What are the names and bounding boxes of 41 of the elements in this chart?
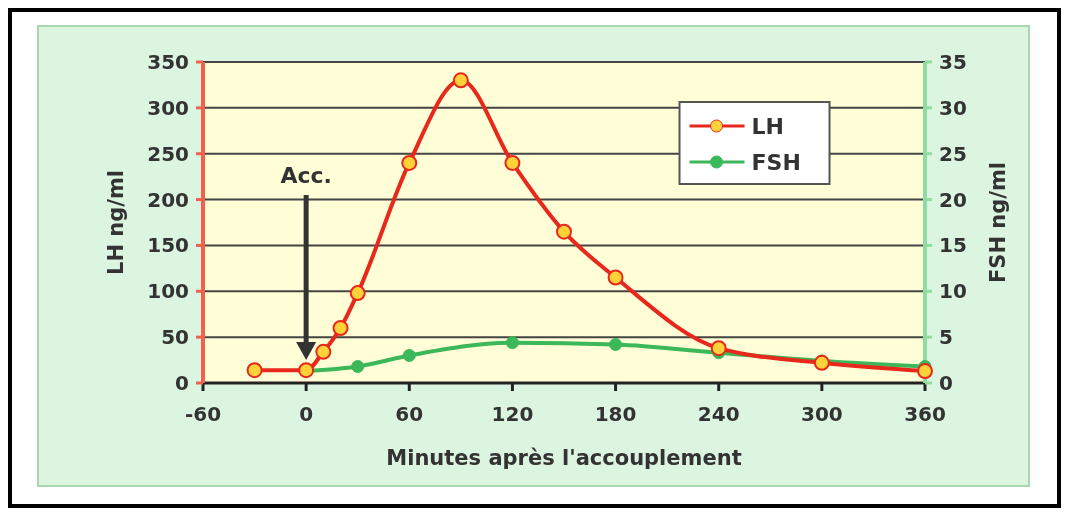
y-tick-label: 100 <box>147 279 189 304</box>
x-tick-label: 120 <box>491 402 534 426</box>
y-tick-label: 250 <box>147 141 189 166</box>
x-tick-label: 60 <box>395 402 424 426</box>
y-axis-title: LH ng/ml <box>104 170 128 275</box>
x-tick-label: 0 <box>299 402 314 426</box>
y-tick-label: 150 <box>147 233 189 258</box>
x-axis-title: Minutes après l'accouplement <box>386 446 742 470</box>
point <box>917 363 933 380</box>
y-tick-label: 200 <box>147 187 189 212</box>
annotation: Acc. <box>280 162 332 188</box>
x-tick-label: 300 <box>800 402 843 426</box>
point <box>607 269 624 286</box>
point <box>315 343 332 360</box>
point <box>556 223 572 240</box>
point <box>246 362 263 379</box>
x-tick-label: -60 <box>184 402 222 426</box>
y2-tick-label: 30 <box>939 95 967 120</box>
x-tick-label: 240 <box>697 402 740 426</box>
x-tick-label: 180 <box>594 402 637 426</box>
y2-tick-label: 10 <box>939 279 967 304</box>
legend-label: LH <box>751 113 784 139</box>
point <box>349 285 366 302</box>
y-tick-label: 300 <box>147 95 189 120</box>
y2-tick-label: 25 <box>939 141 967 166</box>
y2-tick-label: 15 <box>939 233 967 258</box>
y-tick-label: 0 <box>175 371 189 395</box>
legend-label: FSH <box>751 149 801 175</box>
point <box>332 319 349 336</box>
point <box>504 154 521 171</box>
y2-tick-label: 20 <box>939 187 967 212</box>
point <box>401 154 418 171</box>
y2-axis-title: FSH ng/ml <box>986 161 1010 284</box>
y2-tick-label: 5 <box>939 325 953 350</box>
x-tick-label: 360 <box>904 402 946 426</box>
point <box>710 340 727 357</box>
y2-tick-label: 0 <box>939 371 953 395</box>
y-tick-label: 350 <box>147 50 189 74</box>
y2-tick-label: 35 <box>939 50 967 74</box>
point <box>452 72 469 89</box>
y-tick-label: 50 <box>161 325 189 350</box>
